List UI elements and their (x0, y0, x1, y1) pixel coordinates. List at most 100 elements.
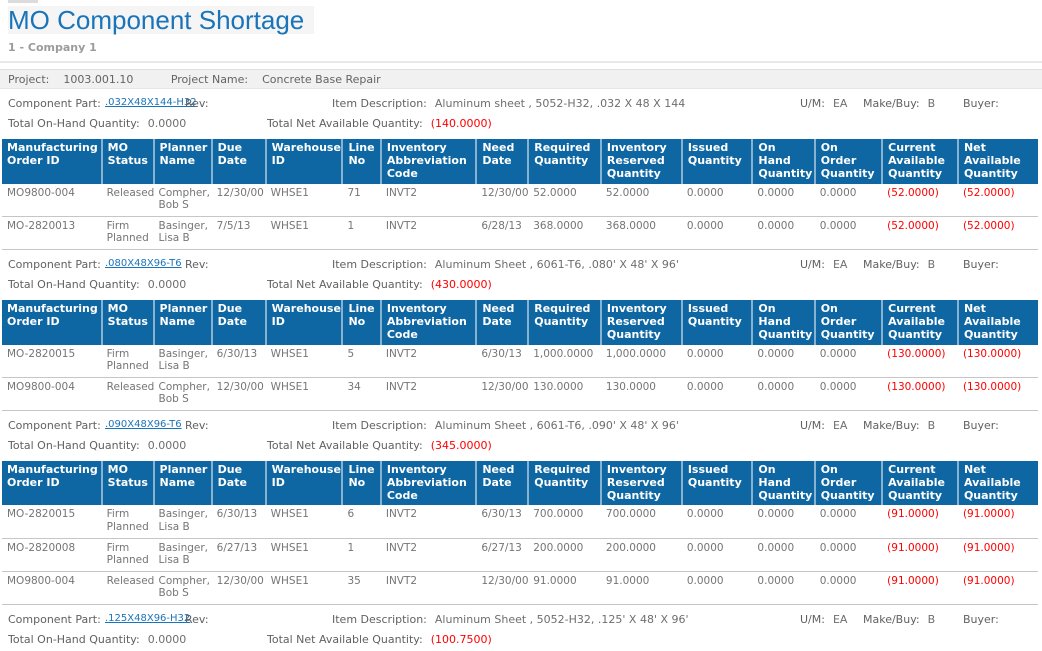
cell-warehouse-id: WHSE1 (265, 216, 343, 250)
cell-manufacturing-order-id: MO-2820015 (2, 505, 102, 539)
mo-row: MO-2820015 Firm Planned Basinger, Lisa B 6/… (2, 505, 1038, 539)
cell-mo-status: Firm Planned (101, 538, 154, 572)
total-net-available-group: Total Net Available Quantity: (100.7500) (267, 633, 492, 646)
um-group: U/M: EA (800, 419, 847, 432)
project-name-label: Project Name: (170, 73, 249, 86)
cell-net-available-quantity: (52.0000) (957, 216, 1038, 250)
column-header-current-available-quantity: Current Available Quantity (881, 299, 958, 345)
cell-mo-status: Released (101, 183, 154, 217)
column-header-warehouse-id: Warehouse ID (264, 299, 343, 345)
cell-inventory-abbreviation-code: INVT2 (380, 505, 477, 539)
column-header-manufacturing-order-id: Manufacturing Order ID (2, 299, 102, 345)
cell-current-available-quantity: (52.0000) (882, 216, 958, 250)
component-part-link[interactable]: .125X48X96-H32 (105, 613, 191, 624)
column-header-required-quantity: Required Quantity (527, 460, 601, 506)
make-buy-value: B (927, 257, 936, 271)
page-title: MO Component Shortage (8, 6, 315, 34)
cell-net-available-quantity: (91.0000) (957, 538, 1038, 572)
column-header-warehouse-id: Warehouse ID (264, 460, 343, 506)
cell-manufacturing-order-id: MO-2820015 (2, 344, 102, 378)
mo-shortage-table: Manufacturing Order ID MO Status Planner N… (2, 460, 1038, 606)
cell-inventory-reserved-quantity: 52.0000 (600, 183, 682, 217)
component-part-label: Component Part: (8, 257, 101, 271)
column-header-line-no: Line No (341, 139, 381, 184)
cell-issued-quantity: 0.0000 (681, 505, 753, 539)
cell-on-hand-quantity: 0.0000 (752, 183, 815, 217)
cell-inventory-abbreviation-code: INVT2 (380, 538, 477, 572)
component-part-link[interactable]: .032X48X144-H32 (105, 97, 197, 108)
cell-issued-quantity: 0.0000 (681, 344, 753, 378)
cell-on-hand-quantity: 0.0000 (752, 538, 815, 572)
cell-on-order-quantity: 0.0000 (814, 377, 883, 411)
total-on-hand-group: Total On-Hand Quantity: 0.0000 (8, 439, 186, 452)
cell-required-quantity: 1,000.0000 (528, 344, 601, 378)
cell-net-available-quantity: (91.0000) (957, 505, 1038, 539)
cell-required-quantity: 91.0000 (528, 571, 601, 606)
item-description-label: Item Description: (332, 613, 427, 626)
total-net-available-value: (430.0000) (430, 277, 492, 291)
item-description-group: Item Description: Aluminum sheet , 5052-H… (332, 97, 685, 110)
component-part-line: Component Part: .125X48X96-H32 Rev: Item… (0, 611, 1042, 631)
project-value: 1003.001.10 (63, 73, 134, 86)
cell-due-date: 12/30/00 (211, 571, 266, 606)
column-header-on-order-quantity: On Order Quantity (813, 299, 883, 345)
column-header-manufacturing-order-id: Manufacturing Order ID (2, 139, 102, 184)
total-net-available-value: (140.0000) (430, 117, 492, 130)
column-header-inventory-abbreviation-code: Inventory Abbreviation Code (379, 139, 477, 184)
cell-inventory-reserved-quantity: 130.0000 (600, 377, 682, 411)
buyer-group: Buyer: (963, 419, 1007, 432)
column-header-warehouse-id: Warehouse ID (264, 139, 343, 184)
mo-row: MO-2820013 Firm Planned Basinger, Lisa B 7/… (2, 216, 1038, 250)
component-section: Component Part: .125X48X96-H32 Rev: Item… (0, 605, 1042, 651)
cell-issued-quantity: 0.0000 (681, 183, 753, 217)
cell-mo-status: Firm Planned (101, 505, 154, 539)
column-header-on-hand-quantity: On Hand Quantity (751, 460, 815, 506)
company-subtitle: 1 - Company 1 (8, 41, 97, 54)
cell-manufacturing-order-id: MO-2820008 (2, 538, 102, 572)
totals-line: Total On-Hand Quantity: 0.0000 Total Net … (0, 631, 1042, 651)
cell-planner-name: Basinger, Lisa B (153, 216, 212, 250)
component-part-label: Component Part: (8, 97, 101, 110)
column-header-required-quantity: Required Quantity (527, 139, 601, 184)
column-header-on-hand-quantity: On Hand Quantity (751, 139, 815, 184)
um-value: EA (832, 613, 848, 626)
item-description-value: Aluminum Sheet , 5052-H32, .125' X 48' X… (434, 613, 689, 626)
component-part-line: Component Part: .090X48X96-T6 Rev: Item … (0, 417, 1042, 437)
item-description-value: Aluminum Sheet , 6061-T6, .090' X 48' X … (434, 418, 679, 432)
cell-on-order-quantity: 0.0000 (814, 538, 883, 572)
make-buy-group: Make/Buy: B (863, 258, 935, 271)
cell-on-hand-quantity: 0.0000 (752, 344, 815, 378)
column-header-inventory-reserved-quantity: Inventory Reserved Quantity (599, 299, 682, 345)
buyer-label: Buyer: (963, 418, 999, 432)
component-part-link[interactable]: .080X48X96-T6 (105, 257, 182, 269)
column-header-on-hand-quantity: On Hand Quantity (751, 299, 815, 345)
cell-due-date: 6/27/13 (211, 538, 266, 572)
header-divider (0, 61, 1042, 63)
component-part-label: Component Part: (8, 418, 101, 432)
cell-inventory-reserved-quantity: 700.0000 (600, 505, 682, 539)
component-part-link[interactable]: .090X48X96-T6 (105, 418, 182, 430)
make-buy-value: B (927, 613, 936, 626)
cell-required-quantity: 52.0000 (528, 183, 601, 217)
item-description-value: Aluminum sheet , 5052-H32, .032 X 48 X 1… (434, 97, 686, 110)
cell-warehouse-id: WHSE1 (265, 344, 343, 378)
make-buy-value: B (927, 97, 936, 110)
cell-net-available-quantity: (130.0000) (957, 377, 1038, 411)
cell-need-date: 6/30/13 (476, 505, 529, 539)
make-buy-label: Make/Buy: (863, 613, 920, 626)
column-header-on-order-quantity: On Order Quantity (813, 460, 883, 506)
column-header-mo-status: MO Status (100, 139, 154, 184)
column-header-on-order-quantity: On Order Quantity (813, 139, 883, 184)
mo-row: MO9800-004 Released Compher, Bob S 12/30/00… (2, 183, 1038, 217)
component-section: Component Part: .032X48X144-H32 Rev: Ite… (0, 89, 1042, 250)
cell-required-quantity: 368.0000 (528, 216, 601, 250)
item-description-group: Item Description: Aluminum Sheet , 6061-T… (332, 419, 679, 432)
mo-shortage-table: Manufacturing Order ID MO Status Planner N… (2, 139, 1038, 250)
make-buy-label: Make/Buy: (863, 97, 920, 110)
cell-required-quantity: 700.0000 (528, 505, 601, 539)
cell-on-order-quantity: 0.0000 (814, 571, 883, 606)
column-header-due-date: Due Date (210, 299, 266, 345)
cell-issued-quantity: 0.0000 (681, 538, 753, 572)
cell-net-available-quantity: (91.0000) (957, 571, 1038, 606)
cell-current-available-quantity: (91.0000) (882, 571, 958, 606)
